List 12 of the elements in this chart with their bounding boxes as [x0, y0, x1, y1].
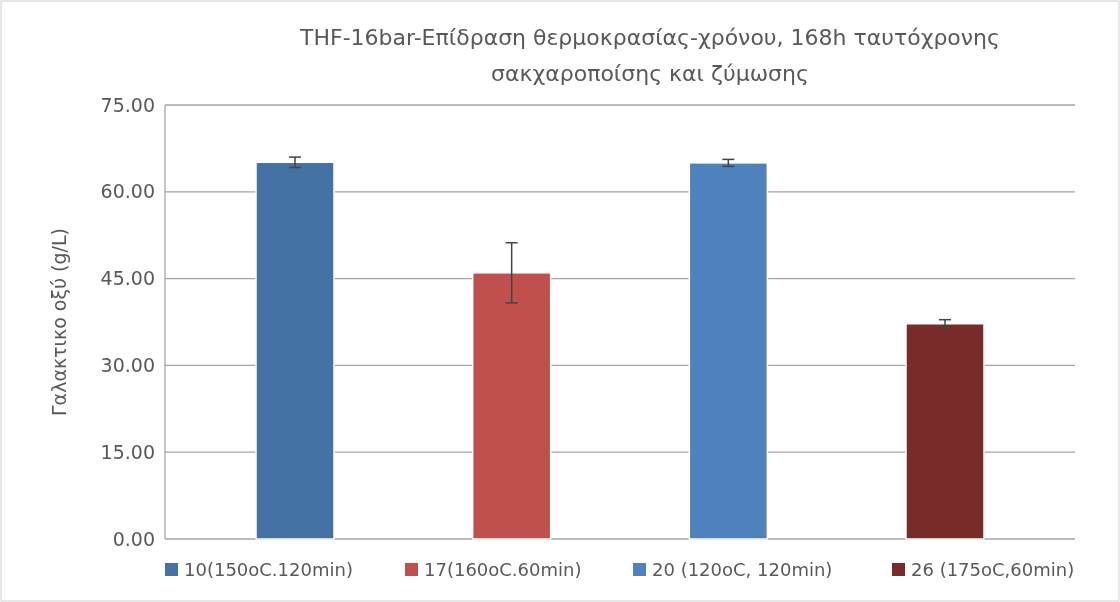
legend-label: 10(150oC.120min): [184, 559, 353, 581]
chart-title: THF-16bar-Επίδραση θερμοκρασίας-χρόνου, 168h ταυτόχρονης σακχαροποίσης και ζύμωσης: [299, 25, 1000, 86]
y-tick-label: 75.00: [100, 93, 155, 116]
y-tick-label: 15.00: [100, 440, 155, 463]
y-tick-label: 0.00: [112, 527, 155, 550]
y-tick-label: 45.00: [100, 267, 155, 290]
y-tick-label: 30.00: [100, 354, 155, 377]
y-axis-title: Γαλακτικο οξύ (g/L): [48, 228, 70, 416]
legend-label: 17(160oC.60min): [424, 559, 582, 581]
y-tick-label: 60.00: [100, 180, 155, 203]
legend-label: 20 (120oC, 120min): [652, 559, 833, 581]
legend-label: 26 (175oC,60min): [911, 559, 1075, 581]
